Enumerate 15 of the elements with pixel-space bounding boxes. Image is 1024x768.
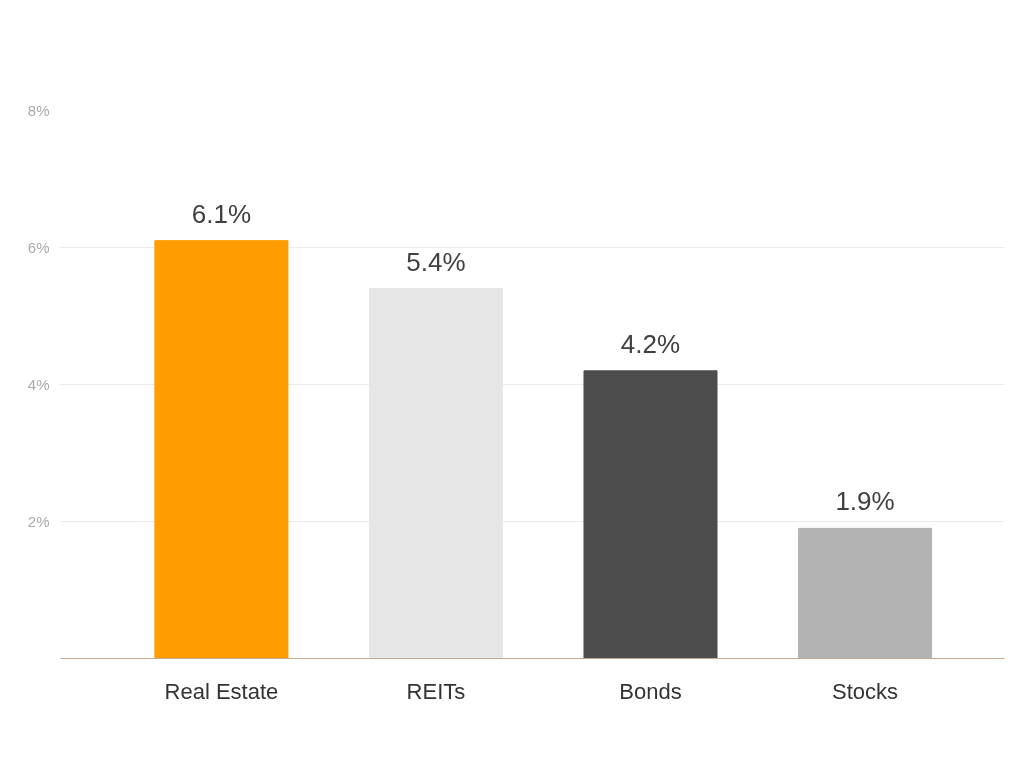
- x-tick-label: Bonds: [619, 678, 682, 704]
- y-tick-label: 6%: [27, 239, 50, 256]
- bar: [583, 370, 718, 659]
- y-tick-label: 8%: [27, 102, 50, 119]
- y-tick-label: 4%: [27, 376, 50, 393]
- data-label: 6.1%: [191, 198, 252, 229]
- bar: [154, 240, 289, 659]
- data-label: 1.9%: [835, 486, 895, 517]
- x-tick-label: REITs: [406, 678, 466, 704]
- bar: [798, 527, 933, 659]
- x-tick-label: Real Estate: [164, 678, 279, 704]
- x-tick-label: Stocks: [832, 678, 899, 704]
- data-label: 5.4%: [406, 246, 466, 277]
- data-label: 4.2%: [620, 328, 681, 359]
- y-tick-label: 2%: [27, 513, 50, 530]
